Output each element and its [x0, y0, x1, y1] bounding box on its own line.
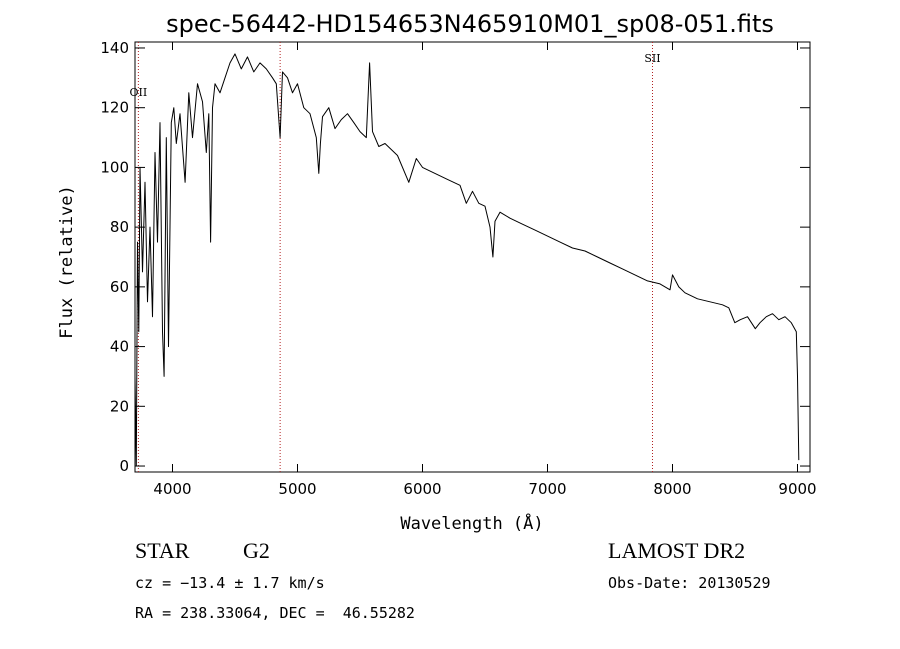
y-axis-ticks: 0 20 40 60 80 100 120 140 — [100, 39, 810, 475]
y-tick-label: 60 — [110, 278, 129, 296]
y-axis-label: Flux (relative) — [57, 185, 77, 339]
spectral-line-label: OII — [130, 86, 148, 99]
x-tick-label: 9000 — [778, 480, 816, 498]
y-tick-label: 80 — [110, 218, 129, 236]
coordinates-text: RA = 238.33064, DEC = 46.55282 — [135, 604, 415, 622]
survey-label: LAMOST DR2 — [608, 538, 746, 563]
x-axis-ticks: 4000 5000 6000 7000 8000 9000 — [153, 42, 817, 498]
y-tick-label: 140 — [100, 39, 129, 57]
obs-date-text: Obs-Date: 20130529 — [608, 574, 771, 592]
y-tick-label: 20 — [110, 397, 129, 415]
x-tick-label: 8000 — [653, 480, 691, 498]
subclass-label: G2 — [243, 538, 270, 563]
x-tick-label: 5000 — [278, 480, 316, 498]
y-tick-label: 0 — [119, 457, 129, 475]
spectral-line-label: SII — [644, 52, 660, 65]
chart-title: spec-56442-HD154653N465910M01_sp08-051.f… — [166, 10, 774, 38]
y-tick-label: 40 — [110, 338, 129, 356]
y-tick-label: 120 — [100, 99, 129, 117]
x-tick-label: 7000 — [528, 480, 566, 498]
x-axis-label: Wavelength (Å) — [400, 512, 543, 534]
object-type-label: STAR — [135, 538, 190, 563]
x-tick-label: 6000 — [403, 480, 441, 498]
y-tick-label: 100 — [100, 158, 129, 176]
x-tick-label: 4000 — [153, 480, 191, 498]
spectral-line-markers: OII SII — [130, 42, 661, 472]
plot-frame — [134, 41, 811, 473]
redshift-text: cz = −13.4 ± 1.7 km/s — [135, 574, 325, 592]
spectrum-series-line — [134, 53, 800, 467]
